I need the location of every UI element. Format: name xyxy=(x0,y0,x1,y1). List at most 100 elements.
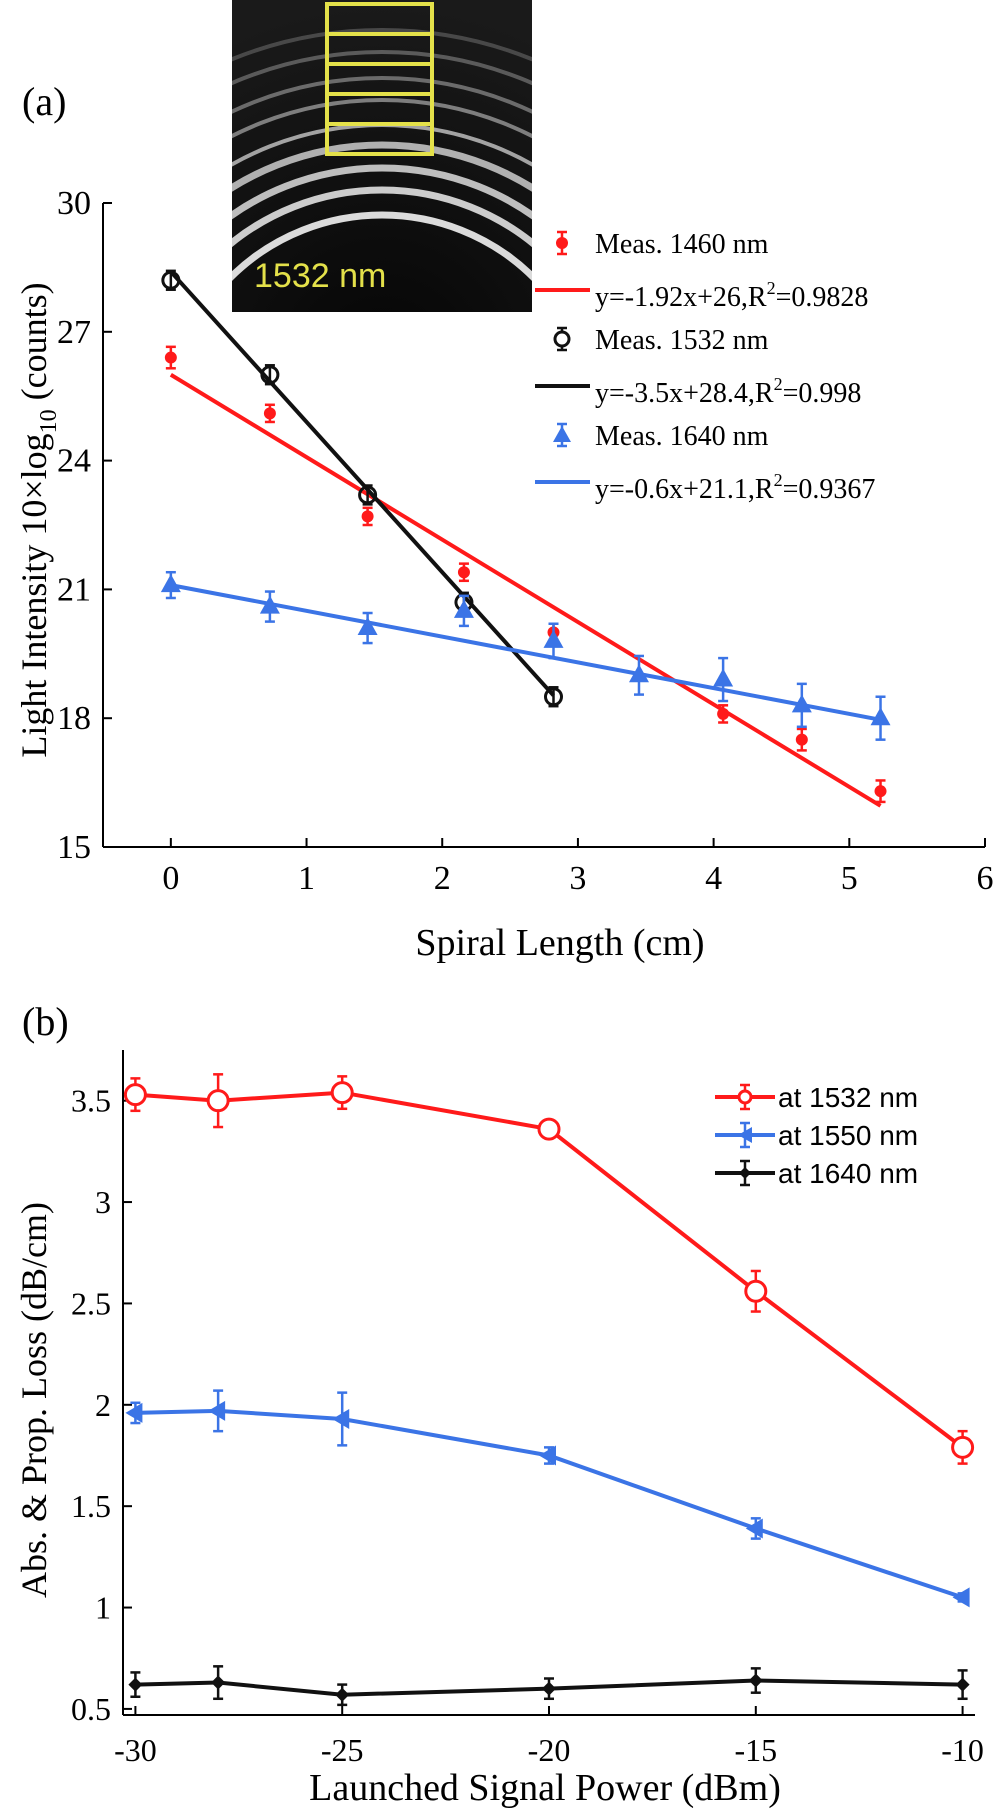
legend-entry-meas-1532: Meas. 1532 nm xyxy=(553,325,769,356)
legend-entry-1550: at 1550 nm xyxy=(715,1120,918,1151)
data-point xyxy=(211,1675,226,1690)
data-point xyxy=(335,1687,350,1702)
data-point xyxy=(125,1402,143,1423)
legend-label-1532: Meas. 1532 nm xyxy=(595,325,769,356)
legend-fit-1640-eq: y=-0.6x+21.1,R xyxy=(595,474,774,505)
y-tick-label: 15 xyxy=(57,829,91,866)
panel-a-y-axis-title: Light Intensity 10×log10 (counts) xyxy=(14,282,62,757)
data-point xyxy=(164,351,177,364)
data-point xyxy=(952,1587,970,1608)
legend-entry-fit-1532: y=-3.5x+28.4,R2=0.998 xyxy=(535,374,861,409)
x-tick-label: -25 xyxy=(321,1732,364,1768)
fit-line xyxy=(170,583,881,722)
data-point xyxy=(358,485,378,505)
panel-b-x-axis-title: Launched Signal Power (dBm) xyxy=(309,1767,781,1809)
legend-entry-1640: at 1640 nm xyxy=(715,1158,918,1189)
data-point xyxy=(874,785,887,798)
y-tick-label: 2 xyxy=(95,1387,111,1423)
legend-fit-1460-r2: =0.9828 xyxy=(776,282,869,313)
x-tick-label: 5 xyxy=(841,860,858,897)
data-point xyxy=(160,574,181,593)
panel-a-label: (a) xyxy=(22,79,66,124)
inset-mode-image: 1532 nm xyxy=(232,0,532,312)
data-point xyxy=(259,595,280,614)
data-point xyxy=(539,1445,556,1466)
legend-label-1640: Meas. 1640 nm xyxy=(595,421,769,452)
x-tick-label: 0 xyxy=(162,860,179,897)
x-tick-label: -20 xyxy=(528,1732,571,1768)
data-point xyxy=(332,1408,350,1429)
data-point xyxy=(717,707,730,720)
data-point xyxy=(628,664,649,683)
legend-entry-meas-1460: Meas. 1460 nm xyxy=(556,229,769,260)
data-point xyxy=(537,1117,561,1141)
legend-entry-fit-1460: y=-1.92x+26,R2=0.9828 xyxy=(535,278,868,313)
legend-fit-1640-sup: 2 xyxy=(774,470,783,490)
fit-line xyxy=(169,373,882,808)
data-point xyxy=(951,1435,975,1459)
x-tick-label: 4 xyxy=(705,860,722,897)
x-tick-label: 6 xyxy=(977,860,994,897)
y-tick-label: 1 xyxy=(95,1590,111,1626)
x-tick-label: -30 xyxy=(114,1732,157,1768)
inset-ring xyxy=(232,186,532,248)
legend-entry-1532: at 1532 nm xyxy=(715,1082,918,1113)
fit-line xyxy=(169,270,555,697)
panel-b-y-axis-title: Abs. & Prop. Loss (dB/cm) xyxy=(14,1202,54,1598)
data-point xyxy=(542,1681,556,1696)
data-point xyxy=(260,365,280,385)
legend-entry-fit-1640: y=-0.6x+21.1,R2=0.9367 xyxy=(535,470,875,505)
data-point xyxy=(128,1677,143,1692)
data-point xyxy=(206,1089,230,1113)
panel-a-data-marks xyxy=(160,269,891,804)
legend-marker-1532 xyxy=(553,330,571,348)
data-point xyxy=(870,707,891,726)
panel-b-axes: -30 -25 -20 -15 -10 0.5 1 1.5 2 2.5 3 3.5 xyxy=(71,1050,984,1768)
svg-text:y=-3.5x+28.4,R2=0.998: y=-3.5x+28.4,R2=0.998 xyxy=(595,374,861,409)
legend-label-1460: Meas. 1460 nm xyxy=(595,229,769,260)
panel-a-y-title-sub: 10 xyxy=(36,409,62,433)
legend-marker-1460 xyxy=(556,237,568,249)
data-point xyxy=(263,407,276,420)
data-point xyxy=(795,733,808,746)
legend-label-b-1550: at 1550 nm xyxy=(778,1120,918,1151)
data-point xyxy=(543,629,564,648)
legend-marker-b-1640 xyxy=(739,1167,751,1179)
series-line xyxy=(135,1408,964,1600)
data-point xyxy=(744,1279,768,1303)
legend-marker-b-1550 xyxy=(738,1127,752,1143)
panel-b-label: (b) xyxy=(22,999,69,1044)
series-line xyxy=(135,1090,964,1449)
series-line xyxy=(135,1678,963,1697)
y-tick-label: 30 xyxy=(57,185,91,222)
data-point xyxy=(745,1518,763,1539)
panel-b: (b) -30 -25 -20 -15 -10 0.5 1 1.5 2 2.5 3 3.5 at 15… xyxy=(14,999,984,1809)
data-point xyxy=(543,687,563,707)
panel-a-y-title-tail: (counts) xyxy=(14,282,54,409)
legend-label-b-1640: at 1640 nm xyxy=(778,1158,918,1189)
x-tick-label: 2 xyxy=(434,860,451,897)
y-tick-label: 2.5 xyxy=(71,1285,111,1321)
legend-fit-1460-sup: 2 xyxy=(767,278,776,298)
data-point xyxy=(713,668,734,687)
inset-selection-boxes xyxy=(325,2,434,156)
panel-a-axes: 0 1 2 3 4 5 6 15 18 21 24 27 30 xyxy=(57,185,994,897)
panel-a-legend: Meas. 1460 nm y=-1.92x+26,R2=0.9828 Meas… xyxy=(535,229,875,505)
y-tick-label: 3.5 xyxy=(71,1083,111,1119)
legend-label-b-1532: at 1532 nm xyxy=(778,1082,918,1113)
svg-text:y=-0.6x+21.1,R2=0.9367: y=-0.6x+21.1,R2=0.9367 xyxy=(595,470,875,505)
legend-marker-b-1532 xyxy=(737,1089,753,1105)
legend-entry-meas-1640: Meas. 1640 nm xyxy=(553,421,769,452)
inset-ring xyxy=(232,50,532,86)
data-point xyxy=(791,694,812,713)
data-point xyxy=(123,1083,147,1107)
data-point xyxy=(208,1400,226,1421)
y-tick-label: 18 xyxy=(57,700,91,737)
data-point xyxy=(748,1673,763,1688)
inset-ring xyxy=(232,76,532,114)
legend-marker-1640 xyxy=(553,426,571,442)
inset-ring xyxy=(232,98,532,139)
x-tick-label: -15 xyxy=(734,1732,777,1768)
legend-fit-1640-r2: =0.9367 xyxy=(783,474,876,505)
